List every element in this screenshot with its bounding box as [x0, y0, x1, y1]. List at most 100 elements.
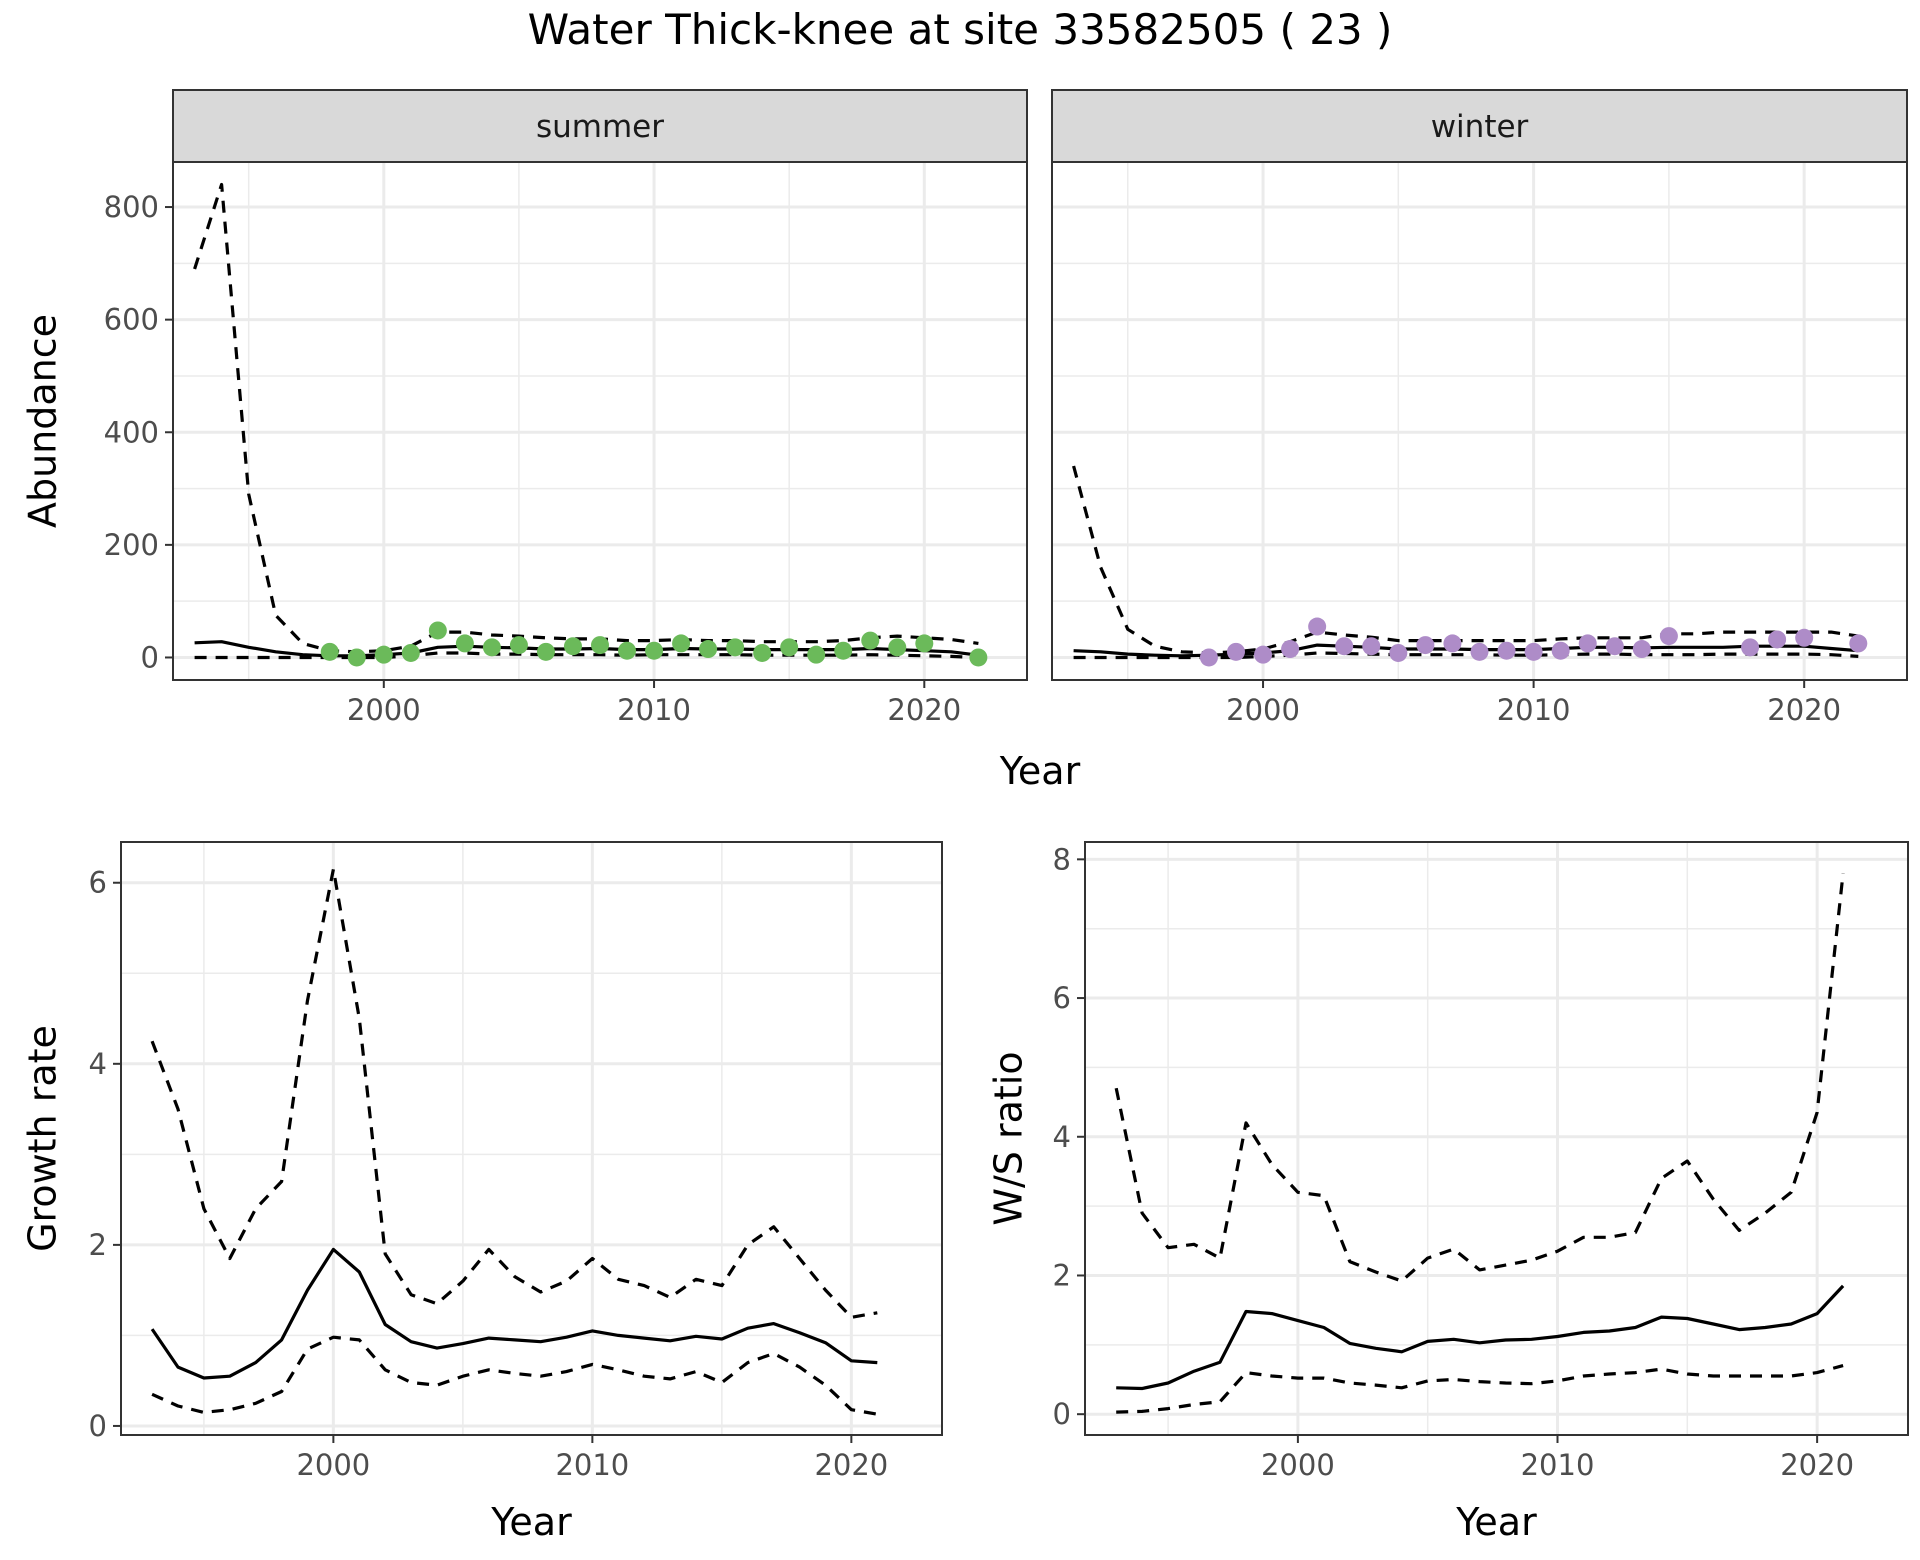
observed-point	[780, 638, 799, 657]
observed-point	[1308, 617, 1327, 636]
y-tick-label: 4	[1053, 1120, 1071, 1154]
facet-strip	[1051, 89, 1908, 163]
observed-point	[455, 634, 474, 653]
observed-point	[320, 642, 339, 661]
observed-point	[915, 634, 934, 653]
plot-area	[1085, 842, 1908, 1435]
y-axis-title: W/S ratio	[986, 1051, 1030, 1225]
x-tick-label: 2020	[887, 693, 961, 727]
panel-growth: 2000 2010 2020 0 2 4 6 Growth rate Year	[20, 841, 943, 1544]
observed-point	[347, 648, 366, 667]
y-tick-label: 8	[1053, 842, 1071, 876]
x-tick-label: 2000	[1261, 1448, 1335, 1482]
observed-point	[834, 641, 853, 660]
observed-point	[1335, 637, 1354, 656]
observed-point	[672, 634, 691, 653]
series-upper-line	[193, 182, 979, 654]
facet-strip-label: winter	[1431, 109, 1529, 145]
facet-strip-label: summer	[536, 109, 664, 145]
y-tick-label: 800	[104, 190, 159, 224]
observed-point	[1741, 638, 1760, 657]
y-tick-label: 2	[1053, 1258, 1071, 1292]
y-tick-label: 6	[1053, 981, 1071, 1015]
observed-point	[1551, 641, 1570, 660]
y-tick-label: 2	[89, 1228, 107, 1262]
observed-point	[509, 636, 528, 655]
panel-border	[1084, 841, 1909, 1436]
y-tick-label: 4	[89, 1047, 107, 1081]
facet-strip	[172, 89, 1028, 163]
x-tick-label: 2000	[347, 693, 421, 727]
observed-point	[807, 645, 826, 664]
panel-border	[120, 841, 943, 1436]
figure-title: Water Thick-knee at site 33582505 ( 23 )	[528, 5, 1393, 54]
series-estimate-line	[1116, 1284, 1845, 1391]
observed-point	[1226, 642, 1245, 661]
observed-point	[1497, 641, 1516, 660]
observed-point	[1659, 627, 1678, 646]
y-tick-label: 0	[1053, 1397, 1071, 1431]
observed-point	[1632, 640, 1651, 659]
y-tick-label: 0	[89, 1409, 107, 1443]
observed-point	[1768, 630, 1787, 649]
y-tick-label: 200	[104, 528, 159, 562]
series-upper-line	[150, 867, 878, 1319]
series-lower-line	[1116, 1364, 1844, 1414]
observed-point	[536, 642, 555, 661]
plot-area	[121, 842, 942, 1435]
observed-point	[1362, 637, 1381, 656]
x-tick-label: 2010	[1521, 1448, 1595, 1482]
x-tick-label: 2010	[555, 1448, 629, 1482]
y-axis-title: Growth rate	[20, 1025, 64, 1252]
plot-area	[1052, 162, 1907, 680]
observed-point	[1524, 642, 1543, 661]
observed-point	[645, 641, 664, 660]
observed-point	[888, 638, 907, 657]
x-tick-label: 2020	[1780, 1448, 1854, 1482]
observed-point	[1254, 645, 1273, 664]
observed-point	[1416, 636, 1435, 655]
y-tick-label: 400	[104, 415, 159, 449]
observed-point	[1443, 634, 1462, 653]
observed-point	[618, 641, 637, 660]
observed-point	[1578, 634, 1597, 653]
y-tick-label: 600	[104, 303, 159, 337]
observed-point	[482, 638, 501, 657]
observed-point	[969, 648, 988, 667]
x-tick-label: 2000	[1226, 693, 1300, 727]
panel-ratio: 2000 2010 2020 0 2 4 6 8 W/S ratio Year	[986, 841, 1909, 1544]
observed-point	[591, 636, 609, 655]
series-lower-line	[151, 1335, 878, 1416]
series-estimate-line	[150, 1247, 878, 1380]
observed-point	[428, 621, 447, 640]
y-tick-label: 0	[141, 640, 159, 674]
series-upper-line	[1114, 873, 1845, 1283]
panel-summer: summer 2000 2010 2020 0 200 400 600 800 Abundance	[20, 89, 1028, 727]
plot-area	[173, 162, 1027, 680]
observed-point	[1795, 628, 1814, 647]
observed-point	[1849, 634, 1868, 653]
observed-point	[1605, 637, 1624, 656]
x-tick-label: 2010	[617, 693, 691, 727]
observed-point	[1199, 648, 1218, 667]
observed-point	[726, 638, 745, 657]
observed-point	[753, 643, 772, 662]
x-axis-title: Year	[1455, 1500, 1537, 1544]
observed-point	[374, 645, 393, 664]
x-axis-title: Year	[490, 1500, 572, 1544]
y-axis-title: Abundance	[20, 314, 64, 528]
observed-point	[563, 637, 582, 656]
observed-point	[401, 643, 420, 662]
shared-x-axis-title: Year	[999, 749, 1081, 793]
observed-point	[699, 640, 718, 659]
observed-point	[1389, 643, 1408, 662]
x-tick-label: 2020	[814, 1448, 888, 1482]
x-tick-label: 2020	[1767, 693, 1841, 727]
observed-point	[861, 631, 880, 650]
observed-point	[1470, 642, 1489, 661]
panel-winter: winter 2000 2010 2020	[1051, 89, 1908, 727]
x-tick-label: 2000	[296, 1448, 370, 1482]
y-tick-label: 6	[89, 866, 107, 900]
x-tick-label: 2010	[1497, 693, 1571, 727]
